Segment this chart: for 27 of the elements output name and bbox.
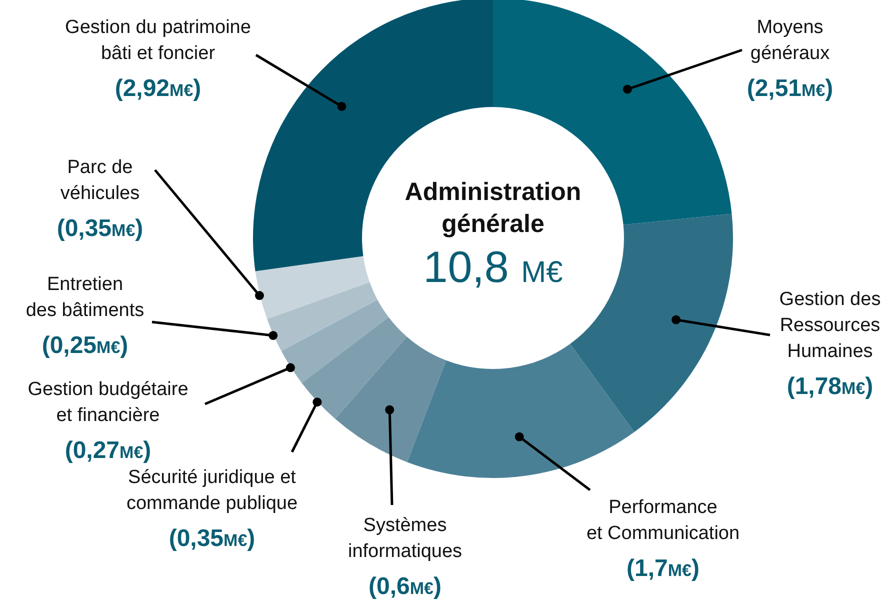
- donut-slice: [255, 256, 370, 319]
- slice-label: Gestion des Ressources Humaines: [779, 288, 881, 362]
- slice-label: Parc de véhicules: [60, 156, 140, 204]
- text: 10,8 M€: [423, 243, 564, 292]
- donut-slice: [267, 282, 378, 352]
- data-label: (2,51M€): [746, 75, 834, 102]
- donut-slice: [281, 300, 389, 383]
- slice-label: Entretien des bâtiments: [26, 274, 144, 321]
- text: Administration générale: [404, 178, 582, 238]
- data-label: (0,35M€): [168, 525, 256, 552]
- data-label: (2,92M€): [114, 75, 202, 102]
- data-label: (1,7M€): [626, 555, 700, 582]
- donut-slice: [570, 214, 733, 432]
- slice-label: Moyens généraux: [750, 16, 830, 64]
- slice-label: Gestion budgétaire et financière: [28, 378, 188, 426]
- data-label: (0,25M€): [42, 332, 128, 359]
- donut-slice: [335, 336, 446, 462]
- donut-slice: [407, 344, 634, 478]
- data-label: (1,78M€): [786, 373, 874, 400]
- slice-label: Systèmes informatiques: [348, 514, 462, 562]
- slice-label: Gestion du patrimoine bâti et foncier: [65, 16, 251, 64]
- data-label: (0,35M€): [56, 215, 144, 242]
- donut-slice: [302, 317, 407, 419]
- data-label: (0,27M€): [64, 437, 152, 464]
- data-label: (0,6M€): [368, 573, 442, 600]
- slice-label: Sécurité juridique et commande publique: [126, 466, 298, 514]
- slice-label: Performance et Communication: [586, 496, 740, 544]
